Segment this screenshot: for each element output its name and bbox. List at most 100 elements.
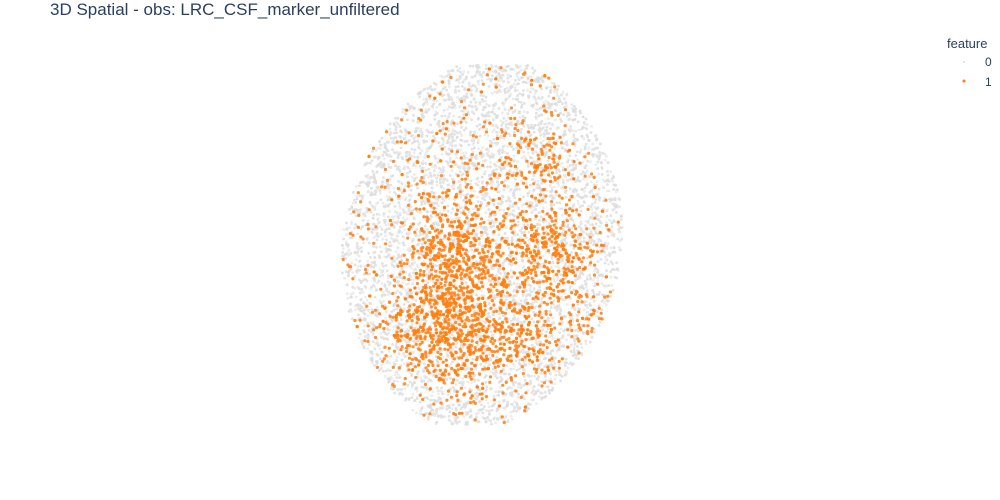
data-point-series-0 — [596, 279, 600, 283]
data-point-series-0 — [383, 255, 387, 259]
data-point-series-0 — [520, 383, 523, 387]
data-point-series-0 — [549, 86, 553, 89]
data-point-series-0 — [404, 133, 407, 137]
data-point-series-0 — [356, 264, 360, 268]
data-point-series-0 — [455, 156, 459, 160]
data-point-series-0 — [350, 261, 354, 265]
data-point-series-0 — [610, 284, 614, 287]
data-point-series-0 — [464, 151, 468, 155]
data-point-series-0 — [561, 178, 565, 182]
data-point-series-0 — [401, 110, 404, 114]
data-point-series-0 — [499, 85, 503, 89]
data-point-series-0 — [402, 347, 405, 351]
data-point-series-0 — [372, 236, 376, 239]
data-point-series-0 — [387, 162, 390, 166]
data-point-series-0 — [425, 173, 428, 177]
data-point-series-0 — [440, 152, 444, 156]
data-point-series-0 — [435, 106, 439, 109]
data-point-series-0 — [407, 282, 411, 286]
data-point-series-0 — [594, 163, 598, 167]
data-point-series-0 — [392, 187, 396, 190]
data-point-series-0 — [408, 247, 412, 250]
data-point-series-0 — [605, 154, 608, 158]
data-point-series-0 — [490, 387, 493, 391]
data-point-series-0 — [481, 159, 485, 163]
data-point-series-0 — [422, 189, 426, 193]
data-point-series-0 — [351, 201, 355, 205]
data-point-series-0 — [471, 150, 475, 154]
data-point-series-0 — [398, 206, 402, 210]
data-point-series-0 — [516, 160, 519, 164]
data-point-series-0 — [410, 249, 414, 252]
data-point-series-0 — [446, 393, 450, 397]
data-point-series-0 — [410, 175, 414, 179]
data-point-series-0 — [470, 381, 474, 384]
data-point-series-0 — [471, 136, 475, 140]
data-point-series-0 — [412, 151, 416, 155]
data-point-series-0 — [585, 169, 589, 173]
data-point-series-0 — [436, 392, 440, 396]
data-point-series-0 — [381, 201, 385, 205]
data-point-series-0 — [535, 402, 538, 406]
data-point-series-0 — [346, 296, 350, 300]
data-point-series-0 — [549, 377, 553, 381]
data-point-series-0 — [565, 236, 568, 240]
data-point-series-0 — [415, 389, 419, 393]
data-point-series-0 — [350, 222, 353, 226]
data-point-series-0 — [501, 111, 504, 115]
data-point-series-0 — [584, 342, 588, 346]
data-point-series-0 — [369, 321, 373, 325]
data-point-series-0 — [354, 258, 358, 261]
data-point-series-0 — [530, 374, 534, 378]
data-point-series-0 — [551, 316, 555, 320]
data-point-series-0 — [576, 199, 580, 203]
data-point-series-0 — [378, 213, 381, 217]
data-point-series-0 — [451, 217, 455, 221]
data-point-series-0 — [541, 206, 545, 210]
data-point-series-0 — [401, 216, 405, 220]
data-point-series-0 — [511, 97, 515, 101]
data-point-series-0 — [435, 183, 439, 187]
data-point-series-0 — [480, 294, 483, 297]
data-point-series-0 — [390, 261, 394, 265]
data-point-series-0 — [493, 90, 497, 94]
data-point-series-0 — [491, 70, 495, 74]
data-point-series-0 — [579, 235, 583, 239]
data-point-series-0 — [388, 209, 391, 213]
data-point-series-0 — [590, 125, 593, 128]
plot-area[interactable] — [341, 63, 624, 426]
data-point-series-0 — [401, 107, 404, 111]
data-point-series-0 — [553, 118, 557, 122]
data-point-series-0 — [403, 228, 407, 232]
data-point-series-0 — [494, 220, 498, 224]
data-point-series-0 — [483, 133, 487, 137]
data-point-series-0 — [349, 251, 353, 255]
data-point-series-0 — [395, 356, 399, 360]
data-point-series-0 — [586, 306, 589, 309]
data-point-series-0 — [404, 184, 407, 188]
data-point-series-0 — [462, 164, 466, 168]
data-point-series-0 — [587, 227, 591, 230]
data-point-series-0 — [417, 234, 420, 238]
data-point-series-0 — [450, 185, 453, 188]
data-point-series-0 — [385, 195, 389, 198]
data-point-series-0 — [508, 385, 512, 389]
data-point-series-0 — [396, 373, 400, 377]
data-point-series-0 — [583, 171, 587, 175]
data-point-series-0 — [545, 363, 548, 367]
data-point-series-0 — [600, 282, 604, 286]
data-point-series-0 — [381, 290, 385, 294]
data-point-series-0 — [532, 87, 535, 91]
data-point-series-0 — [591, 187, 595, 191]
data-point-series-0 — [449, 141, 453, 144]
data-point-series-0 — [474, 412, 478, 416]
data-point-series-0 — [555, 91, 559, 94]
data-point-series-0 — [450, 407, 454, 411]
data-point-series-0 — [539, 196, 543, 200]
data-point-series-0 — [354, 185, 358, 188]
data-point-series-0 — [435, 99, 439, 103]
data-point-series-0 — [538, 395, 541, 398]
data-point-series-0 — [470, 189, 474, 193]
data-point-series-0 — [405, 217, 409, 220]
